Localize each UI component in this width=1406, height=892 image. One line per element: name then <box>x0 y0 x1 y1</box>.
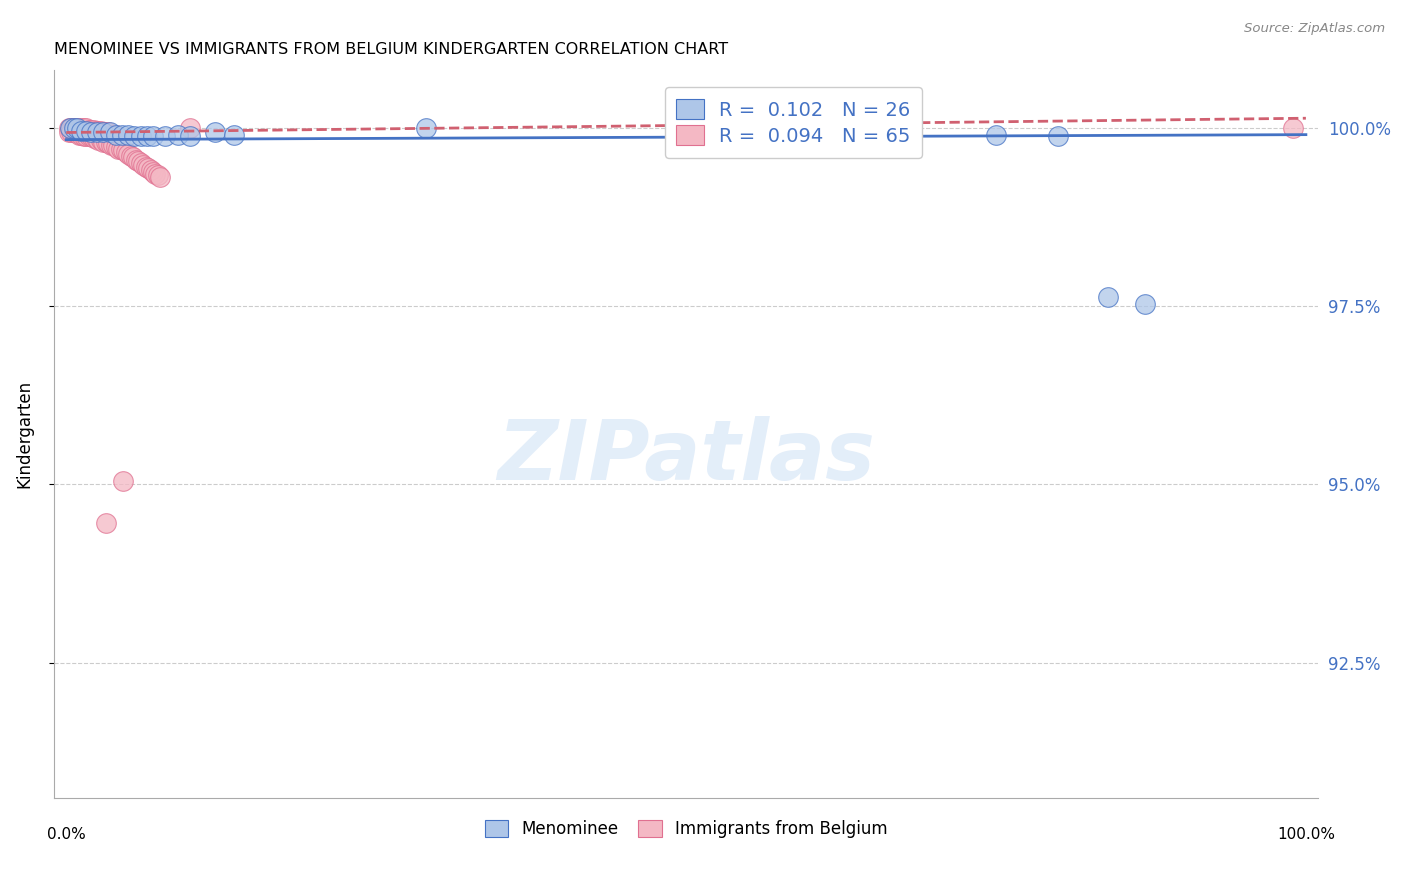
Y-axis label: Kindergarten: Kindergarten <box>15 380 32 488</box>
Point <box>142 129 165 144</box>
Point <box>1133 297 1156 311</box>
Point <box>104 128 127 142</box>
Point <box>114 145 136 160</box>
Point <box>67 128 90 142</box>
Point <box>72 120 94 135</box>
Point <box>117 128 139 142</box>
Point <box>90 124 112 138</box>
Point <box>145 167 167 181</box>
Point <box>873 120 896 135</box>
Point <box>1282 120 1305 135</box>
Point <box>62 120 84 135</box>
Point <box>94 516 117 531</box>
Point <box>103 138 125 153</box>
Point <box>179 120 201 135</box>
Point <box>104 140 127 154</box>
Point <box>87 124 110 138</box>
Point <box>70 128 93 142</box>
Point <box>94 135 117 149</box>
Point <box>149 170 172 185</box>
Point <box>107 142 129 156</box>
Point <box>103 128 125 142</box>
Point <box>824 120 846 135</box>
Point <box>77 122 100 136</box>
Point <box>117 147 139 161</box>
Point <box>127 154 149 169</box>
Point <box>111 128 134 142</box>
Point <box>104 128 127 142</box>
Point <box>90 133 112 147</box>
Point <box>136 161 159 176</box>
Point <box>93 126 115 140</box>
Point <box>93 126 115 140</box>
Text: ZIPatlas: ZIPatlas <box>498 416 875 497</box>
Point <box>179 129 201 144</box>
Point <box>62 126 84 140</box>
Point <box>80 122 103 136</box>
Point <box>75 129 97 144</box>
Point <box>87 133 110 147</box>
Point <box>83 122 105 136</box>
Point <box>59 120 82 135</box>
Point <box>129 129 152 144</box>
Point <box>98 126 121 140</box>
Point <box>65 126 87 140</box>
Point <box>84 131 107 145</box>
Point <box>100 128 122 142</box>
Point <box>120 149 142 163</box>
Point <box>58 126 80 140</box>
Point <box>124 153 146 167</box>
Text: Source: ZipAtlas.com: Source: ZipAtlas.com <box>1244 22 1385 36</box>
Point <box>724 128 747 142</box>
Point <box>139 163 162 178</box>
Legend: Menominee, Immigrants from Belgium: Menominee, Immigrants from Belgium <box>478 813 894 845</box>
Point <box>93 135 115 149</box>
Point <box>60 120 83 135</box>
Point <box>135 160 157 174</box>
Point <box>75 124 97 138</box>
Point <box>146 169 169 183</box>
Point <box>848 120 870 135</box>
Point <box>72 129 94 144</box>
Point <box>204 126 226 140</box>
Point <box>110 142 132 156</box>
Point <box>135 129 157 144</box>
Point <box>1097 290 1119 304</box>
Point <box>132 158 155 172</box>
Point <box>112 474 135 488</box>
Point <box>75 120 97 135</box>
Point <box>84 124 107 138</box>
Point <box>129 156 152 170</box>
Point <box>70 120 93 135</box>
Point <box>83 131 105 145</box>
Point <box>80 129 103 144</box>
Point <box>112 144 135 158</box>
Point <box>100 138 122 153</box>
Point <box>155 129 177 144</box>
Point <box>1046 129 1069 144</box>
Point <box>97 126 120 140</box>
Point <box>222 128 245 142</box>
Point <box>415 120 437 135</box>
Point <box>984 128 1007 142</box>
Point <box>122 151 145 165</box>
Point <box>66 120 89 135</box>
Point <box>60 126 83 140</box>
Text: 0.0%: 0.0% <box>46 827 86 842</box>
Point <box>142 165 165 179</box>
Point <box>70 124 93 138</box>
Point <box>86 126 108 140</box>
Point <box>58 120 80 135</box>
Point <box>97 136 120 151</box>
Point <box>65 120 87 135</box>
Text: 100.0%: 100.0% <box>1277 827 1334 842</box>
Point <box>77 129 100 144</box>
Point <box>80 126 103 140</box>
Text: MENOMINEE VS IMMIGRANTS FROM BELGIUM KINDERGARTEN CORRELATION CHART: MENOMINEE VS IMMIGRANTS FROM BELGIUM KIN… <box>53 42 728 57</box>
Point <box>62 120 84 135</box>
Point <box>94 126 117 140</box>
Point <box>124 129 146 144</box>
Point <box>166 128 188 142</box>
Point <box>67 120 90 135</box>
